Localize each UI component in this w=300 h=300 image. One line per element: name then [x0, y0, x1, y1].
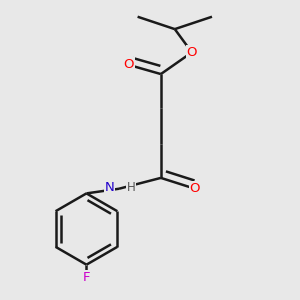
Text: O: O — [123, 58, 134, 71]
Text: H: H — [127, 181, 136, 194]
Text: O: O — [187, 46, 197, 59]
Text: N: N — [105, 181, 114, 194]
Text: F: F — [83, 271, 90, 284]
Text: O: O — [190, 182, 200, 195]
